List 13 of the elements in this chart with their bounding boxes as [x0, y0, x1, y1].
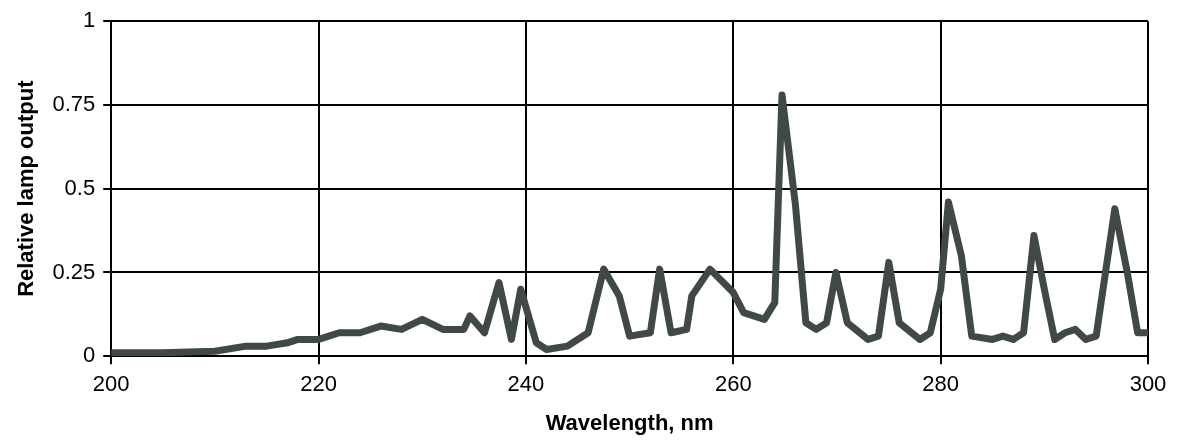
y-tick-label: 0.5 — [64, 174, 96, 200]
y-tick-label: 0.75 — [52, 91, 96, 117]
y-tick-label: 1 — [82, 7, 96, 33]
x-tick-label: 280 — [922, 371, 959, 397]
y-axis-title: Relative lamp output — [13, 79, 39, 297]
x-axis-title: Wavelength, nm — [545, 409, 714, 435]
x-tick-label: 220 — [300, 371, 337, 397]
x-tick-label: 240 — [507, 371, 545, 397]
x-tick-label: 200 — [92, 371, 130, 397]
x-tick-label: 260 — [714, 371, 752, 397]
x-tick-label: 300 — [1129, 371, 1167, 397]
y-tick-label: 0.25 — [52, 258, 96, 284]
y-tick-label: 0 — [82, 342, 96, 368]
